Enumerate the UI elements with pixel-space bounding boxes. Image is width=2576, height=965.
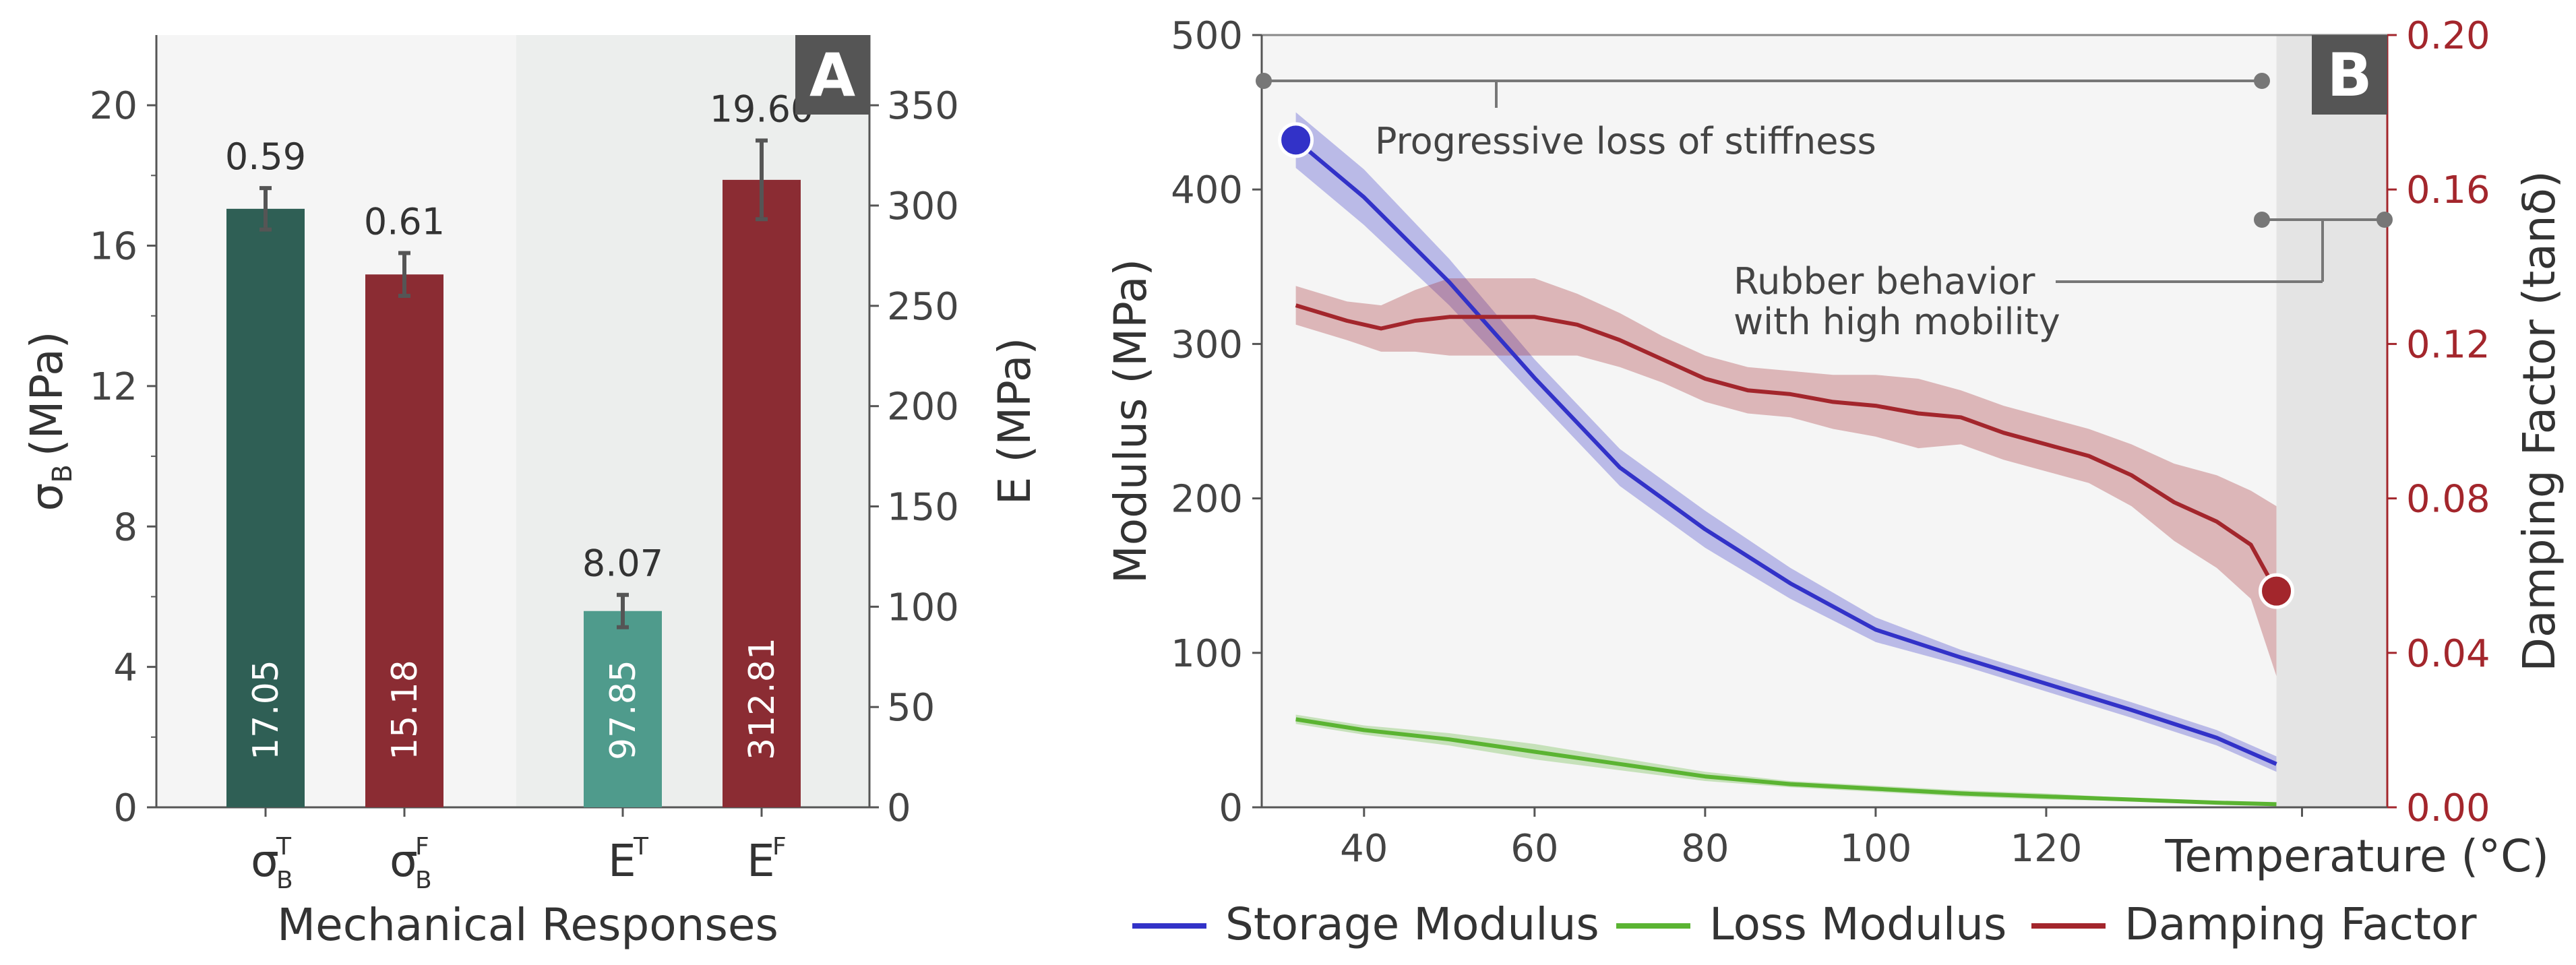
panel-a-right-tick-label: 100 — [887, 586, 959, 629]
panel-a-badge-label: A — [809, 40, 855, 110]
panel-a-left-tick-label: 20 — [90, 84, 137, 128]
panel-a-x-axis-label: Mechanical Responses — [277, 899, 778, 951]
error-label: 0.61 — [364, 200, 445, 243]
panel-a-left-tick-label: 8 — [113, 505, 137, 549]
rubber-bracket — [2056, 212, 2393, 283]
panel-a-x-tick-labels: σT B σF B ET EF — [251, 807, 787, 894]
panel-a-right-ticks: 0 50 100 150 200 250 300 350 — [869, 84, 959, 830]
series-line — [1295, 303, 2279, 592]
series-line — [1295, 717, 2277, 807]
legend: Storage Modulus Loss Modulus Damping Facto… — [1132, 898, 2477, 950]
panel-b-right-tick-label: 0.00 — [2406, 786, 2490, 830]
panel-a-right-tick-label: 150 — [887, 486, 959, 530]
panel-b-right-axis-label: Damping Factor (tanδ) — [2513, 170, 2565, 672]
panel-b-left-axis-label: Modulus (MPa) — [1105, 259, 1157, 584]
panel-b-x-axis-label: Temperature (°C) — [2164, 830, 2549, 882]
series-line — [1294, 138, 2277, 766]
rubber-annotation-line2: with high mobility — [1734, 301, 2060, 343]
legend-label: Storage Modulus — [1225, 898, 1599, 950]
panel-b-right-tick-label: 0.12 — [2406, 323, 2490, 367]
left-axis-label-sub: B — [47, 464, 78, 482]
panel-b-badge-label: B — [2327, 40, 2372, 110]
stiffness-annotation: Progressive loss of stiffness — [1375, 120, 1876, 162]
stiffness-bracket — [1256, 73, 2270, 108]
panel-a-x-tick-label: σF B — [390, 833, 432, 894]
panel-a-left-tick-label: 4 — [113, 646, 137, 690]
panel-b-left-tick-label: 0 — [1219, 786, 1243, 830]
panel-b-lines — [1294, 138, 2279, 807]
bar-value-label: 17.05 — [246, 660, 286, 760]
rubber-annotation-line1: Rubber behavior — [1734, 260, 2035, 303]
panel-a-x-tick-label: σT B — [251, 833, 293, 894]
panel-a-left-ticks: 0 4 8 12 16 20 — [90, 84, 156, 830]
panel-b-left-tick-label: 300 — [1171, 323, 1243, 367]
panel-b-right-tick-label: 0.08 — [2406, 478, 2490, 522]
panel-b-right-tick-label: 0.04 — [2406, 632, 2490, 676]
panel-b-x-tick-label: 60 — [1510, 827, 1558, 871]
panel-a-left-tick-label: 12 — [90, 365, 137, 409]
panel-b-left-tick-label: 200 — [1171, 478, 1243, 522]
panel-b-right-tick-label: 0.20 — [2406, 14, 2490, 58]
error-label: 0.59 — [225, 135, 306, 178]
start-marker — [1278, 122, 1314, 158]
panel-a-left-tick-label: 16 — [90, 225, 137, 269]
panel-b-badge — [2312, 35, 2387, 115]
panel-a-background-right — [516, 35, 869, 807]
bar — [584, 611, 662, 807]
bar — [723, 179, 801, 807]
panel-a-right-tick-label: 50 — [887, 686, 935, 730]
panel-a-x-tick-label: EF — [747, 833, 787, 887]
panel-a-left-axis-label: σB (MPa) — [21, 331, 78, 511]
error-label: 8.07 — [582, 542, 663, 585]
panel-b-left-tick-label: 500 — [1171, 14, 1243, 58]
legend-label: Loss Modulus — [1709, 898, 2006, 950]
bar-value-label: 15.18 — [385, 660, 425, 760]
panel-a-badge — [795, 35, 869, 115]
panel-a-right-tick-label: 250 — [887, 285, 959, 329]
panel-a-left-tick-label: 0 — [113, 786, 137, 830]
panel-b-x-tick-label: 80 — [1681, 827, 1729, 871]
left-axis-label-base: σ — [21, 483, 73, 511]
panel-b-markers — [1278, 122, 2295, 609]
bar — [226, 208, 305, 808]
panel-b-x-ticks: 40 60 80 100 120 — [1340, 807, 2303, 871]
bar — [365, 274, 443, 807]
panel-b-right-tick-label: 0.16 — [2406, 168, 2490, 212]
panel-a-background-left — [156, 35, 516, 807]
panel-a-right-tick-label: 300 — [887, 185, 959, 228]
panel-b-left-ticks: 0 100 200 300 400 500 — [1171, 14, 1262, 830]
bar-value-label: 97.85 — [603, 660, 644, 760]
end-marker — [2259, 573, 2295, 609]
panel-b: 0 100 200 300 400 500 0.00 0.04 0.08 0.12 0.16 0.2… — [1105, 14, 2565, 950]
panel-a-right-tick-label: 350 — [887, 84, 959, 128]
left-axis-label-unit: (MPa) — [21, 331, 73, 456]
legend-label: Damping Factor — [2124, 898, 2477, 950]
confidence-band — [1295, 278, 2277, 677]
panel-b-x-tick-label: 100 — [1839, 827, 1911, 871]
panel-b-left-tick-label: 100 — [1171, 632, 1243, 676]
panel-b-right-ticks: 0.00 0.04 0.08 0.12 0.16 0.20 — [2387, 14, 2490, 830]
panel-b-background — [1262, 35, 2387, 807]
bar-value-label: 312.81 — [742, 637, 783, 760]
panel-b-x-tick-label: 40 — [1340, 827, 1388, 871]
panel-a: 0 4 8 12 16 20 0 50 100 150 200 250 300 350 0.59 17.0… — [21, 35, 1041, 951]
panel-b-x-tick-label: 120 — [2010, 827, 2082, 871]
panel-a-x-tick-label: ET — [608, 833, 649, 887]
panel-a-right-tick-label: 0 — [887, 786, 911, 830]
panel-b-bands — [1295, 112, 2277, 806]
rubber-zone — [2276, 35, 2387, 807]
panel-a-right-axis-label: E (MPa) — [989, 338, 1041, 505]
panel-a-right-tick-label: 200 — [887, 385, 959, 429]
panel-b-left-tick-label: 400 — [1171, 168, 1243, 212]
